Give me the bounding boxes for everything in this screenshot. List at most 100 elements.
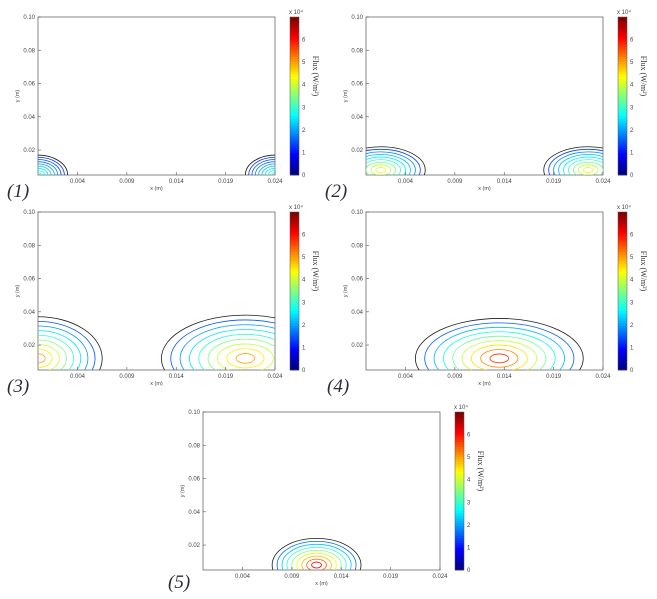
- y-tick-label: 0.08: [23, 243, 35, 249]
- colorbar-segment: [290, 115, 299, 119]
- y-tick-label: 0.04: [188, 510, 200, 516]
- y-tick-label: 0.06: [23, 277, 35, 283]
- contour-line: [433, 326, 565, 370]
- colorbar-tick-label: 4: [467, 478, 471, 484]
- colorbar-segment: [618, 308, 627, 312]
- colorbar-segment: [290, 367, 299, 371]
- colorbar-segment: [455, 498, 464, 502]
- colorbar-segment: [618, 234, 627, 238]
- colorbar-segment: [290, 123, 299, 127]
- y-tick-label: 0.02: [351, 343, 363, 349]
- contour-line: [226, 348, 265, 369]
- colorbar-tick-label: 2: [630, 323, 634, 329]
- colorbar-segment: [455, 468, 464, 472]
- x-axis-label: x (m): [478, 186, 491, 192]
- contour-line: [198, 333, 275, 370]
- colorbar-segment: [618, 219, 627, 223]
- colorbar-segment: [455, 528, 464, 531]
- colorbar-tick-label: 2: [630, 128, 634, 134]
- colorbar-segment: [618, 54, 627, 57]
- colorbar-segment: [290, 113, 299, 117]
- chart-panel-3: 0.02 0.04 0.06 0.08 0.10 0.004 0.009 0.014 0.019…: [5, 200, 320, 397]
- colorbar-segment: [455, 463, 464, 467]
- colorbar-segment: [618, 239, 627, 243]
- chart-panel-5: 0.02 0.04 0.06 0.08 0.10 0.004 0.009 0.014 0.019…: [168, 400, 485, 593]
- colorbar-segment: [455, 552, 464, 556]
- colorbar-segment: [290, 278, 299, 282]
- colorbar-segment: [618, 241, 627, 245]
- colorbar-segment: [290, 261, 299, 265]
- contour-line: [207, 338, 275, 370]
- contour-group: [271, 538, 362, 570]
- colorbar-segment: [290, 268, 299, 272]
- contour-line: [480, 349, 519, 368]
- colorbar-segment: [455, 513, 464, 517]
- panel-label-1: (1): [7, 181, 30, 202]
- colorbar-segment: [290, 251, 299, 255]
- colorbar-segment: [618, 251, 627, 255]
- colorbar-segment: [455, 456, 464, 460]
- colorbar-segment: [455, 537, 464, 541]
- colorbar-segment: [455, 523, 464, 526]
- colorbar-segment: [290, 140, 299, 144]
- x-tick-label: 0.009: [119, 374, 135, 380]
- colorbar-segment: [290, 76, 299, 80]
- colorbar-segment: [455, 471, 464, 475]
- colorbar-segment: [618, 288, 627, 292]
- colorbar-segment: [618, 214, 627, 218]
- colorbar-segment: [290, 130, 299, 134]
- colorbar-segment: [618, 113, 627, 117]
- colorbar-segment: [618, 46, 627, 50]
- colorbar-segment: [618, 61, 627, 65]
- contour-line: [582, 167, 594, 173]
- colorbar-segment: [290, 63, 299, 67]
- colorbar-segment: [618, 360, 627, 363]
- colorbar-segment: [290, 128, 299, 131]
- colorbar-segment: [455, 547, 464, 551]
- colorbar-segment: [290, 160, 299, 164]
- contour-line: [38, 172, 42, 175]
- colorbar-segment: [618, 108, 627, 112]
- colorbar-segment: [290, 49, 299, 52]
- plot-area: [365, 16, 604, 176]
- colorbar-segment: [290, 86, 299, 89]
- panel-label-3: (3): [7, 376, 30, 397]
- colorbar-segment: [290, 362, 299, 366]
- colorbar-segment: [618, 34, 627, 38]
- colorbar-segment: [290, 300, 299, 304]
- colorbar-segment: [290, 271, 299, 275]
- colorbar-segment: [455, 431, 464, 435]
- colorbar-tick-label: 0: [302, 173, 306, 179]
- colorbar-segment: [618, 147, 627, 151]
- colorbar-segment: [455, 540, 464, 544]
- colorbar-segment: [455, 458, 464, 462]
- colorbar-segment: [290, 345, 299, 349]
- colorbar-segment: [618, 347, 627, 351]
- colorbar-segment: [455, 439, 464, 443]
- colorbar-tick-label: 3: [302, 300, 306, 306]
- colorbar-label: Flux (W/m²): [476, 451, 485, 492]
- y-tick-label: 0.10: [188, 410, 200, 416]
- colorbar-segment: [455, 429, 464, 433]
- colorbar-segment: [618, 170, 627, 173]
- colorbar-segment: [618, 66, 627, 70]
- colorbar-tick-label: 0: [467, 568, 471, 574]
- x-tick-label: 0.024: [432, 574, 448, 580]
- colorbar-segment: [290, 328, 299, 331]
- contour-line: [366, 159, 401, 175]
- colorbar-segment: [290, 236, 299, 240]
- colorbar-segment: [455, 483, 464, 487]
- colorbar-segment: [618, 152, 627, 156]
- contour-line: [235, 353, 256, 364]
- colorbar-segment: [618, 244, 627, 247]
- colorbar-segment: [290, 78, 299, 82]
- contour-line: [271, 538, 362, 570]
- colorbar-segment: [618, 93, 627, 97]
- colorbar-segment: [290, 108, 299, 112]
- colorbar-frame: [454, 411, 465, 571]
- colorbar-segment: [290, 365, 299, 368]
- colorbar-tick-label: 6: [467, 433, 471, 439]
- y-axis-label: y (m): [343, 285, 349, 298]
- colorbar-segment: [290, 29, 299, 33]
- colorbar-segment: [455, 505, 464, 509]
